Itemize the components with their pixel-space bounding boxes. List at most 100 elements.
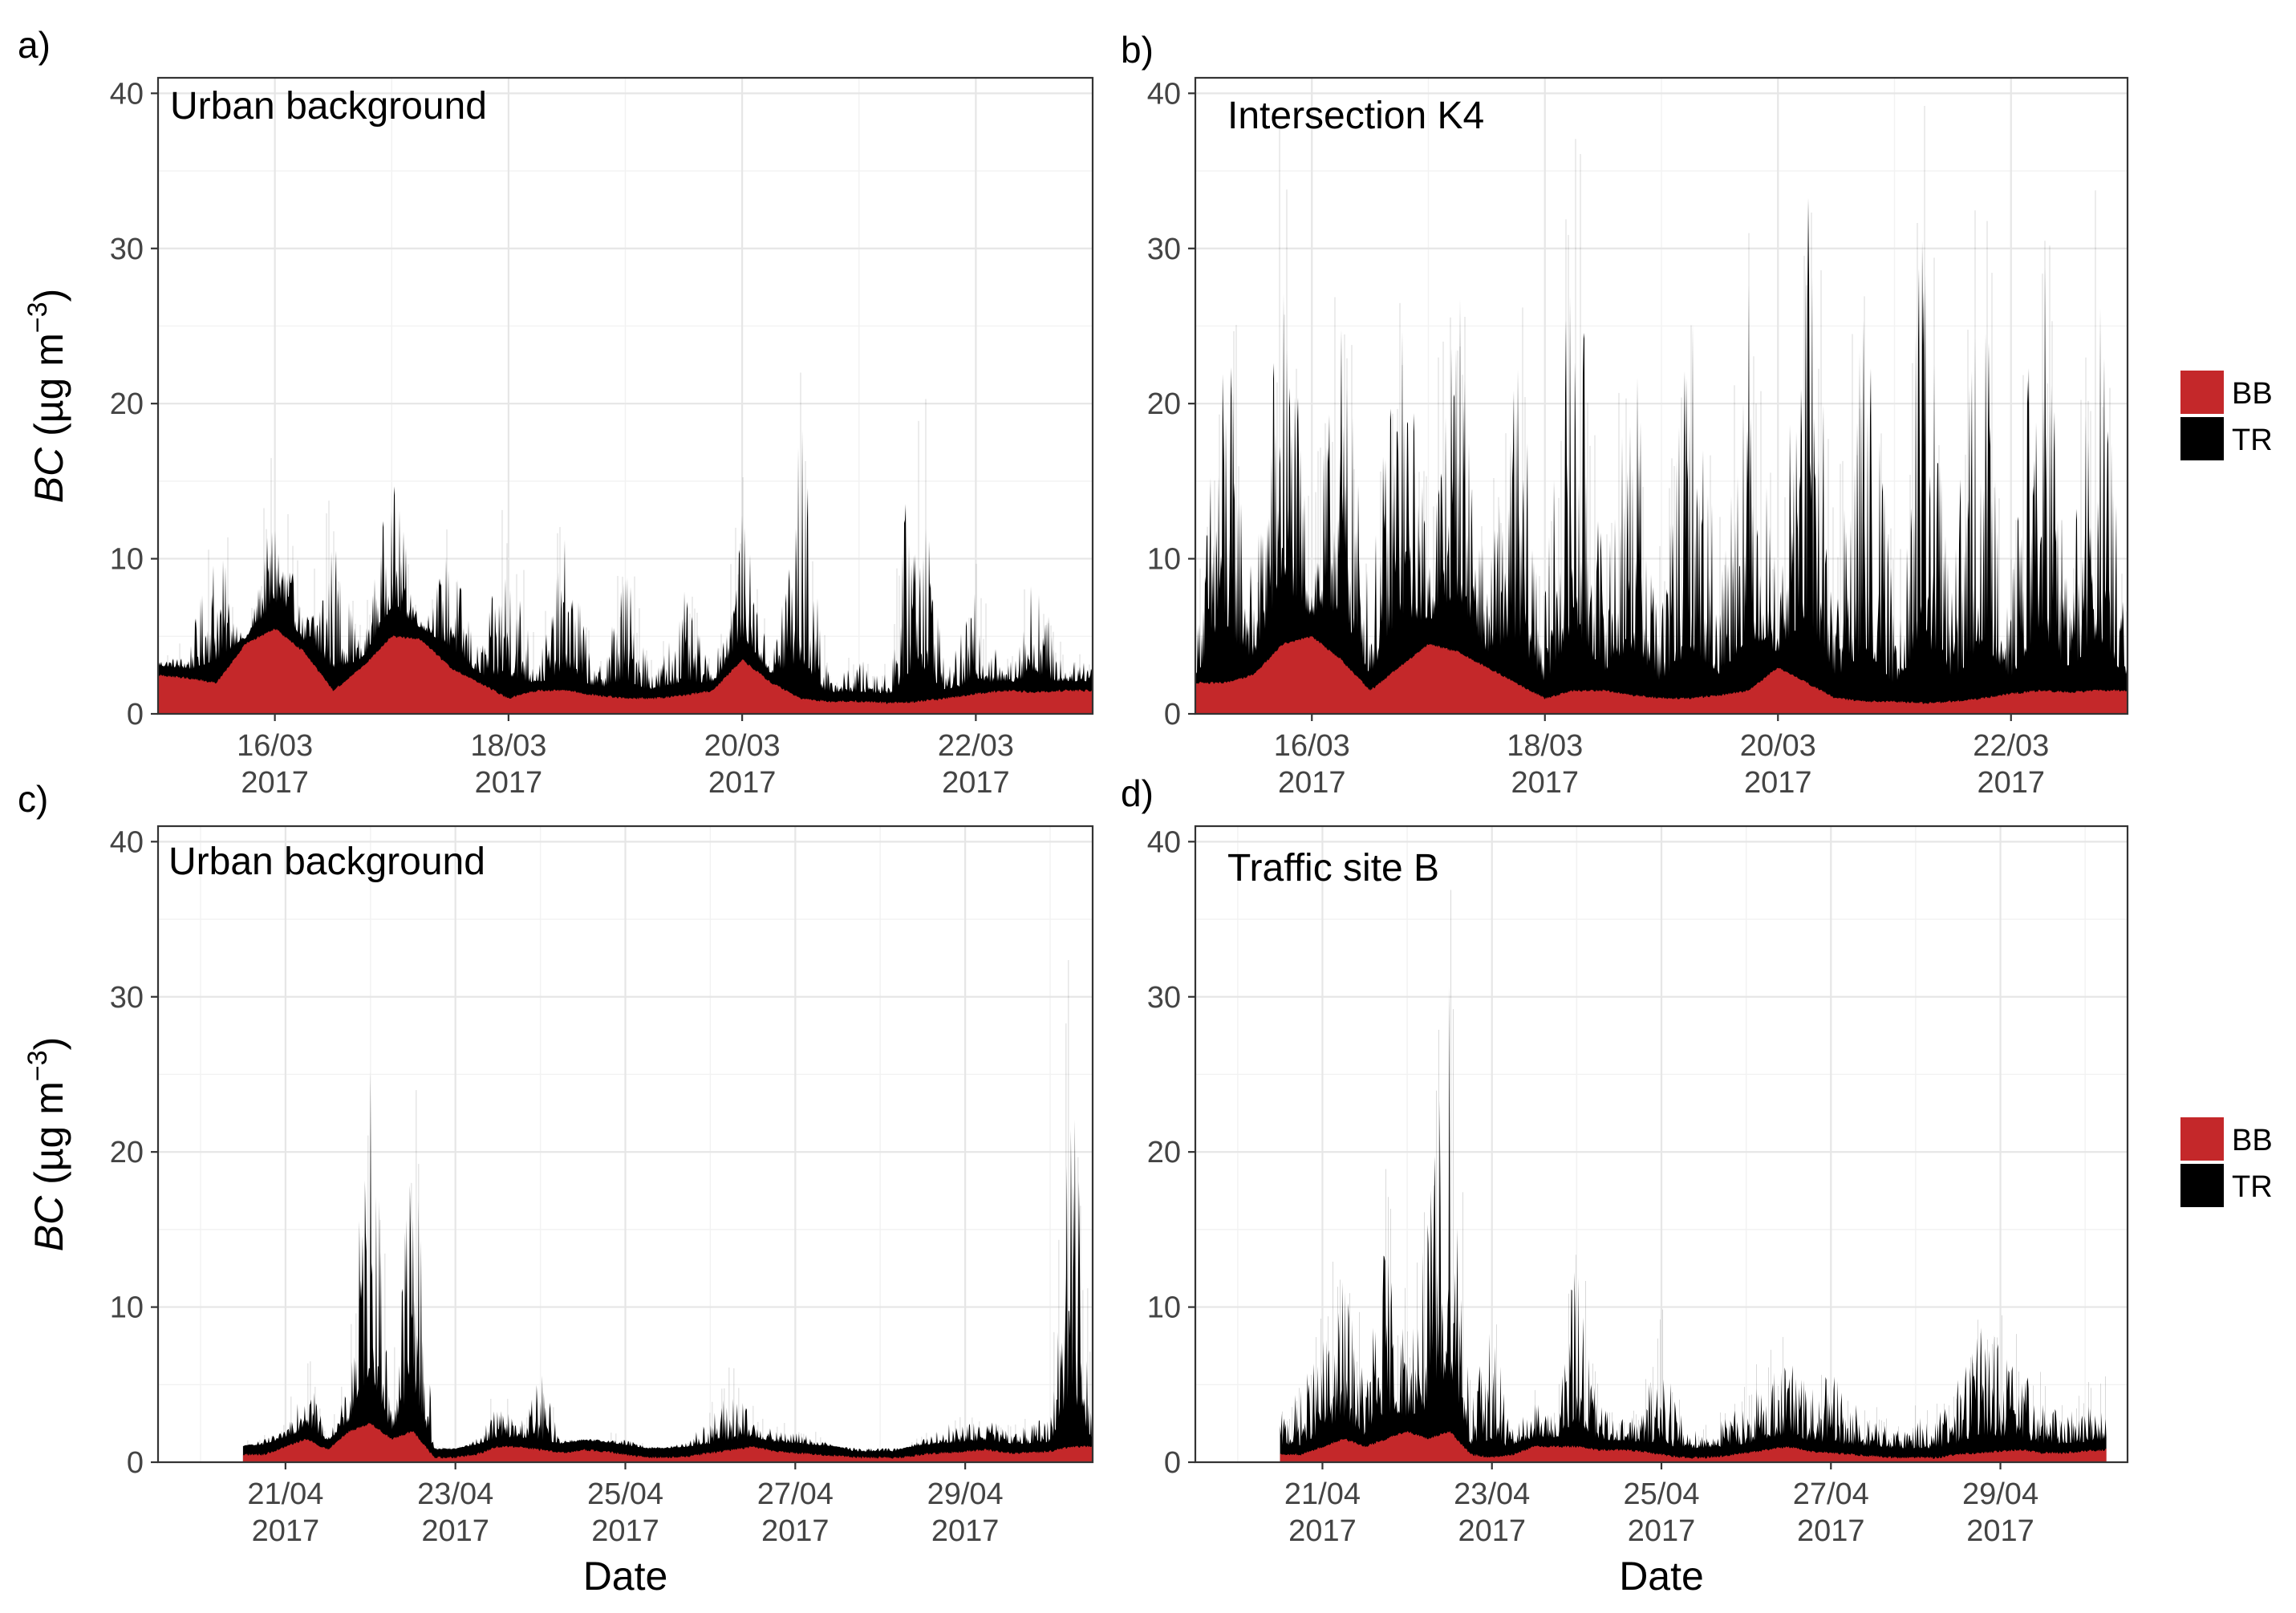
legend-row-1: BB TR [2180, 371, 2273, 460]
y-tick-label: 40 [1147, 77, 1181, 111]
panel-border [156, 825, 1094, 1464]
panel-c: 01020304021/04201723/04201725/04201727/0… [18, 778, 1094, 1599]
y-tick-label: 0 [1164, 1446, 1181, 1480]
series-BB-area [1195, 635, 2128, 714]
y-tick-label: 10 [1147, 543, 1181, 577]
site-label: Traffic site B [1227, 847, 1439, 890]
x-tick-label-year: 2017 [252, 1514, 320, 1548]
y-tick-label: 20 [1147, 1136, 1181, 1169]
y-tick-label: 40 [1147, 825, 1181, 859]
y-tick-label: 0 [127, 1446, 144, 1480]
panel-border [1194, 825, 2129, 1464]
panel-border [1194, 76, 2129, 715]
y-tick-label: 40 [110, 825, 144, 859]
legend-label-TR: TR [2232, 1170, 2273, 1204]
legend-key-BB [2180, 371, 2224, 414]
site-label: Urban background [170, 85, 487, 128]
x-tick-label-day: 18/03 [1507, 729, 1583, 763]
x-tick-label-year: 2017 [421, 1514, 489, 1548]
x-tick-label-day: 18/03 [470, 729, 546, 763]
x-tick-label-year: 2017 [1977, 766, 2045, 800]
x-tick-label-day: 20/03 [1740, 729, 1816, 763]
x-tick-label-day: 20/03 [704, 729, 781, 763]
y-axis-unit: (µg m [26, 333, 71, 436]
x-tick-label-year: 2017 [1511, 766, 1579, 800]
y-axis-close: ) [26, 289, 71, 302]
y-axis-var: BC [26, 1195, 71, 1251]
y-tick-label: 0 [127, 698, 144, 732]
x-tick-label-year: 2017 [241, 766, 309, 800]
panel-label: d) [1121, 772, 1154, 814]
legend-key-BB [2180, 1117, 2224, 1161]
y-tick-label: 10 [110, 543, 144, 577]
site-label: Intersection K4 [1227, 95, 1484, 137]
panel-label: b) [1121, 29, 1154, 71]
x-tick-label-day: 16/03 [1274, 729, 1350, 763]
x-tick-label-year: 2017 [591, 1514, 659, 1548]
x-tick-label-year: 2017 [1744, 766, 1812, 800]
y-tick-label: 40 [110, 77, 144, 111]
x-tick-label-year: 2017 [761, 1514, 830, 1548]
panel-border [156, 76, 1094, 715]
y-tick-label: 30 [110, 981, 144, 1015]
site-label: Urban background [168, 841, 485, 883]
x-tick-label-year: 2017 [1966, 1514, 2034, 1548]
series-BB-area [242, 1422, 1093, 1462]
x-tick-label-year: 2017 [942, 766, 1010, 800]
x-tick-label-year: 2017 [708, 766, 777, 800]
series-TR-area [1280, 985, 2107, 1462]
legend-label-TR: TR [2232, 424, 2273, 457]
legend-row-2: BB TR [2180, 1117, 2273, 1207]
series-BB-area [1280, 1431, 2107, 1462]
x-tick-label-day: 29/04 [927, 1477, 1004, 1511]
x-tick-label-year: 2017 [1628, 1514, 1696, 1548]
x-axis-title: Date [583, 1554, 668, 1599]
y-axis-title: BC (µg m−3) [22, 289, 71, 504]
y-tick-label: 10 [110, 1291, 144, 1325]
x-tick-label-year: 2017 [931, 1514, 1000, 1548]
legend-label-BB: BB [2232, 1124, 2273, 1157]
x-tick-label-year: 2017 [475, 766, 543, 800]
panel-label: c) [18, 778, 48, 820]
x-tick-label-day: 22/03 [938, 729, 1014, 763]
x-tick-label-day: 25/04 [587, 1477, 663, 1511]
y-tick-label: 20 [1147, 387, 1181, 421]
legend-key-TR [2180, 417, 2224, 460]
legend-label-BB: BB [2232, 377, 2273, 411]
y-tick-label: 30 [110, 233, 144, 266]
y-tick-label: 30 [1147, 981, 1181, 1015]
series-TR-area [242, 1071, 1093, 1462]
x-tick-label-day: 22/03 [1973, 729, 2049, 763]
x-tick-label-day: 27/04 [1793, 1477, 1869, 1511]
y-tick-label: 0 [1164, 698, 1181, 732]
x-tick-label-year: 2017 [1458, 1514, 1526, 1548]
y-axis-exponent: −3 [22, 1050, 53, 1081]
panel-d: 01020304021/04201723/04201725/04201727/0… [1121, 772, 2129, 1599]
x-tick-label-day: 21/04 [247, 1477, 323, 1511]
x-tick-label-year: 2017 [1288, 1514, 1357, 1548]
x-tick-label-day: 16/03 [237, 729, 313, 763]
y-tick-label: 20 [110, 387, 144, 421]
y-axis-var: BC [26, 447, 71, 503]
x-tick-label-year: 2017 [1278, 766, 1346, 800]
y-axis-exponent: −3 [22, 302, 53, 333]
y-axis-close: ) [26, 1037, 71, 1051]
y-axis-space [26, 436, 71, 448]
x-tick-label-day: 29/04 [1962, 1477, 2038, 1511]
y-tick-label: 10 [1147, 1291, 1181, 1325]
x-tick-label-year: 2017 [1797, 1514, 1865, 1548]
y-tick-label: 20 [110, 1136, 144, 1169]
legend-key-TR [2180, 1164, 2224, 1207]
x-axis-title: Date [1619, 1554, 1704, 1599]
series-BB-area [158, 628, 1093, 714]
y-axis-unit: (µg m [26, 1081, 71, 1185]
y-axis-title: BC (µg m−3) [22, 1037, 71, 1252]
y-tick-label: 30 [1147, 233, 1181, 266]
panel-label: a) [18, 24, 51, 66]
panel-a: 01020304016/03201718/03201720/03201722/0… [18, 24, 1094, 800]
x-tick-label-day: 27/04 [757, 1477, 834, 1511]
x-tick-label-day: 23/04 [1454, 1477, 1530, 1511]
x-tick-label-day: 25/04 [1623, 1477, 1699, 1511]
x-tick-label-day: 21/04 [1284, 1477, 1361, 1511]
